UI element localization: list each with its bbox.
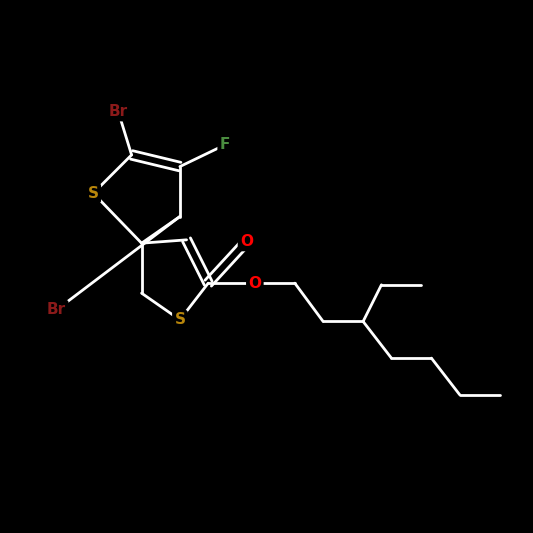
- Text: O: O: [248, 276, 261, 290]
- Text: Br: Br: [47, 302, 66, 317]
- Text: S: S: [174, 312, 185, 327]
- Text: Br: Br: [109, 104, 128, 119]
- Text: S: S: [88, 185, 99, 201]
- Text: O: O: [240, 234, 253, 249]
- Text: F: F: [220, 138, 230, 152]
